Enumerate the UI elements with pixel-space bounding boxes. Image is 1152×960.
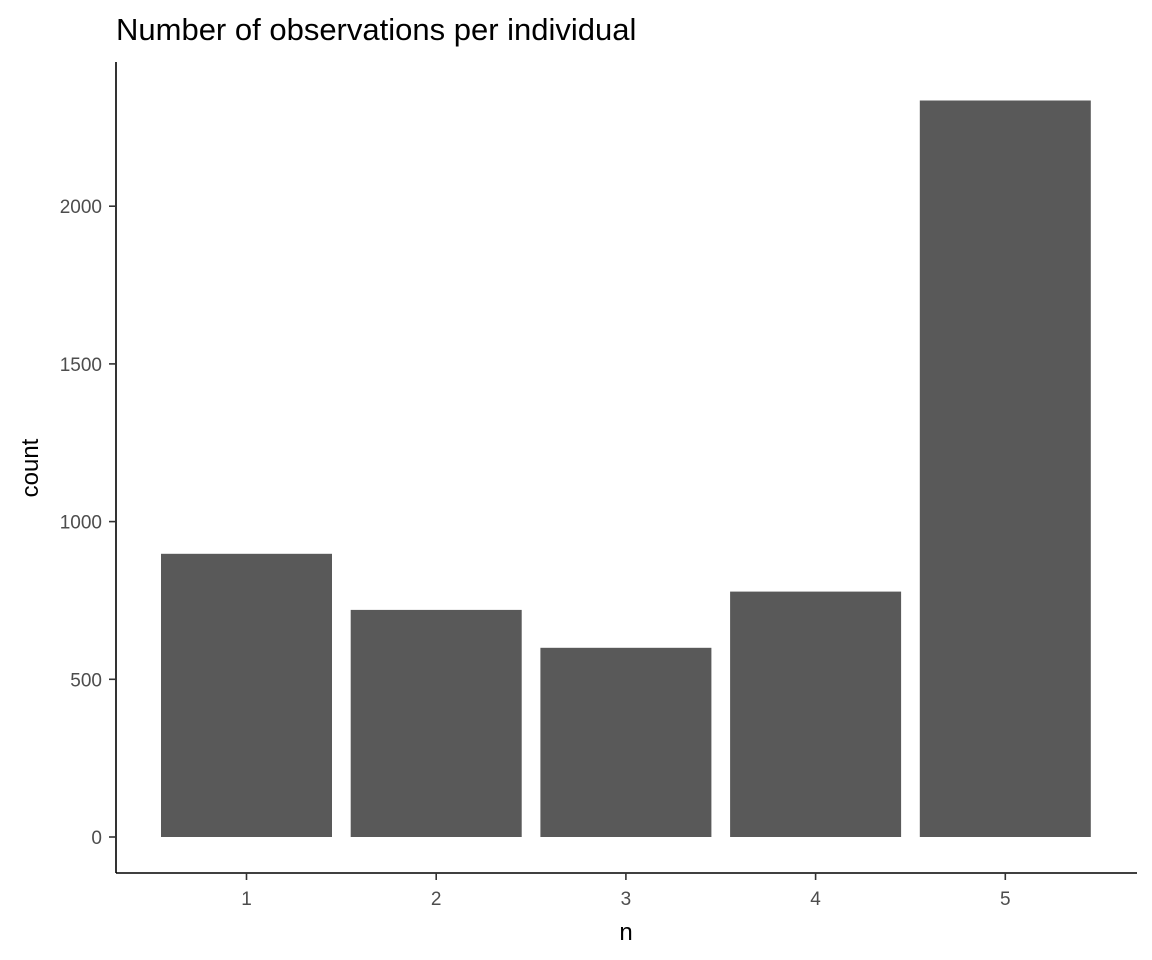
bar-2 — [350, 609, 522, 837]
bars-group — [161, 100, 1091, 837]
x-tick-label-5: 5 — [1000, 889, 1011, 910]
x-tick-label-1: 1 — [241, 889, 252, 910]
bar-5 — [919, 100, 1091, 837]
bar-4 — [730, 591, 902, 837]
bar-3 — [540, 647, 712, 837]
chart-title: Number of observations per individual — [116, 12, 636, 47]
y-tick-label-2000: 2000 — [60, 197, 102, 218]
y-axis-ticks: 0 500 1000 1500 2000 — [60, 197, 116, 849]
y-tick-label-0: 0 — [91, 828, 102, 849]
x-tick-label-3: 3 — [621, 889, 632, 910]
y-axis-title: count — [17, 438, 44, 497]
bar-1 — [161, 553, 332, 837]
y-tick-label-1500: 1500 — [60, 355, 102, 376]
y-tick-label-1000: 1000 — [60, 513, 102, 534]
x-tick-label-2: 2 — [431, 889, 442, 910]
x-tick-label-4: 4 — [810, 889, 821, 910]
x-axis-title: n — [619, 919, 632, 946]
y-tick-label-500: 500 — [70, 670, 102, 691]
x-axis-ticks: 1 2 3 4 5 — [241, 873, 1011, 910]
